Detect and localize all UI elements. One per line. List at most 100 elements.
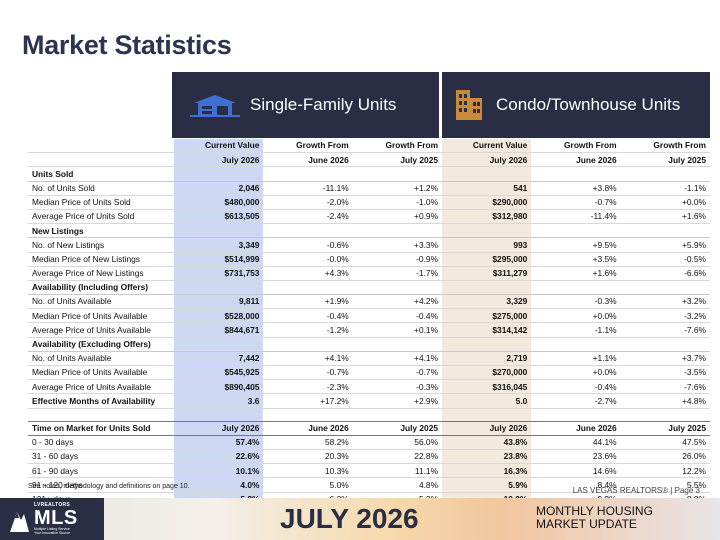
metric-value: 8.4% — [531, 477, 621, 493]
metric-value: +3.2% — [620, 294, 710, 310]
table-row: 61 - 90 days 10.1% 10.3% 11.1% 16.3% 14.6% 12.… — [28, 463, 710, 479]
metric-value: -0.7% — [531, 195, 621, 210]
table-row: No. of Units Available 7,442 +4.1% +4.1% 2,7… — [28, 351, 710, 367]
metric-value: +1.9% — [263, 294, 353, 310]
logo-sub-text-2: Your Innovative Source — [34, 530, 71, 535]
table-row: No. of Units Sold 2,046 -11.1% +1.2% 541 +3.8… — [28, 181, 710, 196]
spacer-row — [28, 408, 710, 422]
spacer-cell — [263, 408, 353, 422]
category-filler — [442, 337, 532, 352]
footnote: See notes, methodology and definitions o… — [28, 483, 190, 490]
metric-value: $311,279 — [442, 266, 532, 281]
logo-top-text: LVREALTORS — [34, 502, 71, 508]
metric-value: -0.9% — [352, 252, 443, 267]
column-header: July 2026 — [174, 152, 264, 168]
spacer-cell — [352, 408, 443, 422]
category-label: Units Sold — [28, 166, 175, 182]
spacer-cell — [620, 408, 710, 422]
metric-value: $514,999 — [174, 252, 264, 267]
category-filler — [442, 166, 532, 182]
metric-value: $613,505 — [174, 209, 264, 225]
category-filler — [263, 166, 353, 182]
category-filler — [620, 337, 710, 352]
metric-value: +5.9% — [620, 237, 710, 253]
metric-value: -7.6% — [620, 322, 710, 338]
metric-value: +4.1% — [263, 351, 353, 367]
metric-value: 10.1% — [174, 463, 264, 479]
spacer-cell — [174, 408, 264, 422]
page-title: Market Statistics — [22, 30, 232, 60]
metric-value: 2,046 — [174, 181, 264, 196]
category-filler — [620, 223, 710, 239]
table-row: Median Price of New Listings $514,999 -0.0… — [28, 252, 710, 267]
metric-value: +3.8% — [531, 181, 621, 196]
metric-value: 3,329 — [442, 294, 532, 310]
column-header: July 2025 — [620, 421, 710, 436]
metric-value: -0.4% — [352, 308, 443, 324]
column-header: July 2026 — [442, 152, 532, 168]
metric-value: 3.6 — [174, 393, 264, 409]
category-filler — [263, 337, 353, 352]
metric-value: +9.5% — [531, 237, 621, 253]
metric-value: -1.2% — [263, 322, 353, 338]
column-header: Growth From — [263, 139, 353, 154]
report-title-line-2: MARKET UPDATE — [536, 517, 637, 532]
category-row: Availability (Excluding Offers) — [28, 337, 710, 352]
report-title: MONTHLY HOUSING MARKET UPDATE — [536, 504, 686, 532]
metric-value: 23.6% — [531, 449, 621, 465]
metric-label: No. of Units Available — [28, 351, 175, 367]
metric-value: -0.6% — [263, 237, 353, 253]
metric-value: -0.5% — [620, 252, 710, 267]
spacer-cell — [28, 408, 175, 422]
table-row: 91 - 120 days 4.0% 5.0% 4.8% 5.9% 8.4% 5.5% — [28, 477, 710, 493]
metric-value: 2,719 — [442, 351, 532, 367]
metric-value: $316,045 — [442, 379, 532, 395]
metric-label: No. of Units Sold — [28, 181, 175, 196]
column-header: June 2026 — [263, 421, 353, 436]
category-filler — [620, 280, 710, 296]
metric-label: Average Price of Units Sold — [28, 209, 175, 225]
category-filler — [531, 337, 621, 352]
metric-label: No. of Units Available — [28, 294, 175, 310]
metric-value: -11.1% — [263, 181, 353, 196]
metric-value: $314,142 — [442, 322, 532, 338]
category-filler — [531, 280, 621, 296]
metric-label: Average Price of New Listings — [28, 266, 175, 281]
metric-label: Median Price of Units Available — [28, 365, 175, 381]
metric-value: -0.0% — [263, 252, 353, 267]
metric-value: 3,349 — [174, 237, 264, 253]
column-header: July 2025 — [352, 152, 443, 168]
metric-value: $528,000 — [174, 308, 264, 324]
house-icon — [190, 91, 240, 119]
single-family-title: Single-Family Units — [250, 95, 397, 114]
metric-value: +3.3% — [352, 237, 443, 253]
metric-value: -1.7% — [352, 266, 443, 281]
column-header: June 2026 — [531, 421, 621, 436]
metric-value: 5.0 — [442, 393, 532, 409]
metric-value: 47.5% — [620, 435, 710, 450]
time-on-market-label: Time on Market for Units Sold — [28, 421, 175, 436]
column-header: Current Value — [174, 139, 264, 154]
category-filler — [620, 166, 710, 182]
metric-value: $295,000 — [442, 252, 532, 267]
metric-value: 22.6% — [174, 449, 264, 465]
building-icon — [452, 88, 486, 122]
column-header: Growth From — [620, 139, 710, 154]
metric-value: -2.7% — [531, 393, 621, 409]
category-filler — [442, 223, 532, 239]
category-filler — [352, 337, 443, 352]
metric-value: +4.2% — [352, 294, 443, 310]
metric-value: -2.3% — [263, 379, 353, 395]
footer-band — [0, 498, 720, 540]
metric-value: 12.2% — [620, 463, 710, 479]
column-header-row: Current Value Growth From Growth From Curre… — [28, 139, 710, 154]
lvr-mls-logo: LVREALTORS MLS Multiple Listing Service … — [0, 498, 104, 540]
metric-value: +1.6% — [620, 209, 710, 225]
table-row: No. of Units Available 9,811 +1.9% +4.2% 3,3… — [28, 294, 710, 310]
metric-value: -2.0% — [263, 195, 353, 210]
table-row: Average Price of New Listings $731,753 +4.… — [28, 266, 710, 281]
metric-value: -6.6% — [620, 266, 710, 281]
metric-label: Average Price of Units Available — [28, 379, 175, 395]
metric-value: +3.7% — [620, 351, 710, 367]
column-header: Growth From — [531, 139, 621, 154]
